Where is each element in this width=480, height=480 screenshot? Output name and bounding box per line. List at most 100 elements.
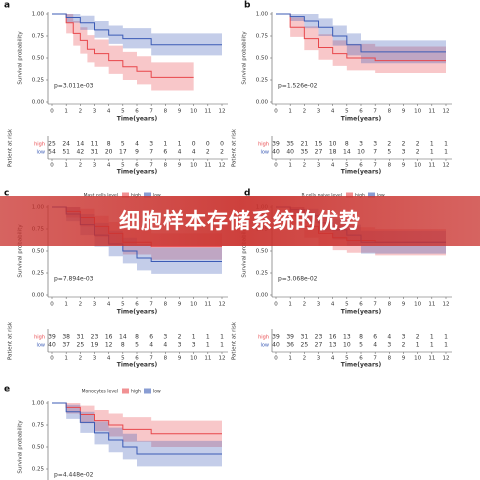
risk-count: 3	[149, 141, 153, 148]
x-tick-label: 4	[331, 302, 335, 308]
legend-swatch	[144, 388, 151, 394]
risk-x-tick-label: 4	[331, 163, 335, 169]
risk-count: 5	[121, 141, 125, 148]
risk-count: 18	[329, 149, 337, 156]
risk-count: 2	[416, 334, 420, 341]
risk-count: 14	[343, 149, 351, 156]
risk-count: 38	[62, 334, 70, 341]
risk-row-label: high	[34, 142, 45, 148]
legend-swatch	[122, 192, 129, 198]
risk-x-tick-label: 6	[135, 163, 139, 169]
risk-count: 35	[301, 149, 309, 156]
risk-x-tick-label: 5	[345, 356, 349, 362]
risk-count: 35	[286, 141, 294, 148]
panel-letter: c	[4, 189, 9, 199]
panel-letter: e	[4, 385, 10, 395]
risk-x-tick-label: 7	[373, 163, 377, 169]
risk-x-tick-label: 8	[164, 163, 168, 169]
y-tick-label: 0.25	[256, 271, 269, 277]
risk-x-tick-label: 8	[388, 356, 392, 362]
risk-x-tick-label: 4	[107, 356, 111, 362]
x-tick-label: 5	[121, 302, 125, 308]
x-tick-label: 6	[135, 302, 139, 308]
survival-curve	[52, 402, 222, 455]
x-tick-label: 4	[107, 302, 111, 308]
x-tick-label: 3	[317, 302, 321, 308]
x-tick-label: 12	[219, 302, 226, 308]
risk-count: 3	[178, 342, 182, 349]
risk-count: 16	[329, 334, 337, 341]
legend-title: Monocytes level	[82, 389, 118, 395]
panel-letter: a	[4, 1, 10, 11]
risk-table-ylabel: Patient at risk	[8, 321, 14, 360]
x-tick-label: 8	[164, 302, 168, 308]
risk-count: 1	[206, 334, 210, 341]
x-tick-label: 4	[107, 109, 111, 115]
risk-x-tick-label: 0	[50, 163, 54, 169]
risk-count: 51	[62, 149, 70, 156]
risk-count: 1	[444, 141, 448, 148]
x-tick-label: 0	[274, 302, 278, 308]
risk-x-tick-label: 2	[303, 356, 307, 362]
risk-x-tick-label: 11	[204, 356, 211, 362]
risk-count: 16	[105, 334, 113, 341]
x-axis-label: Time(years)	[341, 116, 382, 123]
risk-count: 3	[387, 342, 391, 349]
y-axis-label: Survival probability	[18, 224, 24, 278]
legend-label: high	[131, 389, 141, 395]
x-tick-label: 3	[93, 302, 97, 308]
risk-count: 3	[402, 334, 406, 341]
x-tick-label: 11	[428, 109, 435, 115]
x-tick-label: 5	[345, 302, 349, 308]
risk-count: 39	[272, 141, 280, 148]
x-tick-label: 3	[317, 109, 321, 115]
risk-count: 3	[402, 149, 406, 156]
y-tick-label: 1.00	[256, 12, 269, 18]
risk-count: 27	[315, 149, 323, 156]
risk-count: 3	[373, 141, 377, 148]
x-tick-label: 1	[64, 109, 68, 115]
y-tick-label: 0.00	[256, 100, 269, 106]
risk-count: 39	[272, 334, 280, 341]
risk-row-label: low	[260, 343, 269, 349]
risk-x-tick-label: 5	[121, 356, 125, 362]
x-tick-label: 5	[345, 109, 349, 115]
risk-x-tick-label: 0	[274, 356, 278, 362]
risk-count: 4	[178, 149, 182, 156]
risk-count: 8	[359, 334, 363, 341]
risk-count: 7	[149, 149, 153, 156]
risk-count: 2	[402, 342, 406, 349]
risk-x-tick-label: 9	[178, 163, 182, 169]
survival-curve	[52, 13, 194, 78]
legend-swatch	[346, 192, 353, 198]
y-tick-label: 0.50	[256, 56, 269, 62]
risk-count: 17	[119, 149, 127, 156]
risk-count: 1	[206, 342, 210, 349]
confidence-band	[52, 14, 194, 91]
risk-count: 0	[206, 141, 210, 148]
risk-count: 25	[77, 342, 85, 349]
risk-count: 2	[220, 149, 224, 156]
y-tick-label: 0.25	[32, 467, 45, 473]
risk-x-tick-label: 9	[402, 356, 406, 362]
risk-x-axis-label: Time(years)	[117, 169, 158, 176]
risk-count: 4	[387, 334, 391, 341]
risk-count: 1	[163, 141, 167, 148]
risk-x-tick-label: 1	[288, 163, 292, 169]
risk-count: 1	[444, 342, 448, 349]
p-value: p=7.894e-03	[54, 276, 94, 283]
risk-x-tick-label: 12	[443, 356, 450, 362]
legend-title: Mast cells level	[84, 193, 118, 199]
risk-count: 25	[48, 141, 56, 148]
risk-x-tick-label: 3	[317, 356, 321, 362]
risk-count: 5	[387, 149, 391, 156]
risk-count: 37	[62, 342, 70, 349]
p-value: p=3.068e-02	[278, 276, 318, 283]
x-tick-label: 10	[190, 109, 197, 115]
risk-table-ylabel: Patient at risk	[232, 128, 238, 167]
legend-label: high	[355, 193, 365, 199]
risk-count: 40	[48, 342, 56, 349]
risk-count: 39	[286, 334, 294, 341]
risk-count: 1	[444, 334, 448, 341]
